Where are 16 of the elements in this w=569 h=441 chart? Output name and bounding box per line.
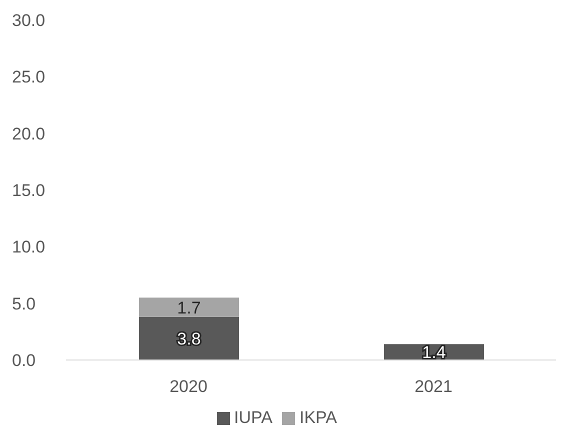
x-tick-label: 2021 [414,377,452,396]
y-tick-label: 5.0 [12,294,36,314]
bar [139,298,239,317]
y-tick-label: 20.0 [12,124,46,144]
legend-label: IKPA [299,408,337,427]
y-tick-label: 25.0 [12,68,46,87]
x-tick-label: 2020 [170,377,208,396]
y-tick-label: 30.0 [12,11,46,30]
y-tick-label: 10.0 [12,238,46,257]
data-label: 1.7 [177,298,201,318]
y-tick-label: 0.0 [12,351,36,370]
data-label: 3.8 [177,330,201,348]
data-label: 1.4 [422,343,446,362]
bar [139,316,239,360]
legend-label: IUPA [234,408,272,427]
y-tick-label: 15.0 [12,181,46,200]
